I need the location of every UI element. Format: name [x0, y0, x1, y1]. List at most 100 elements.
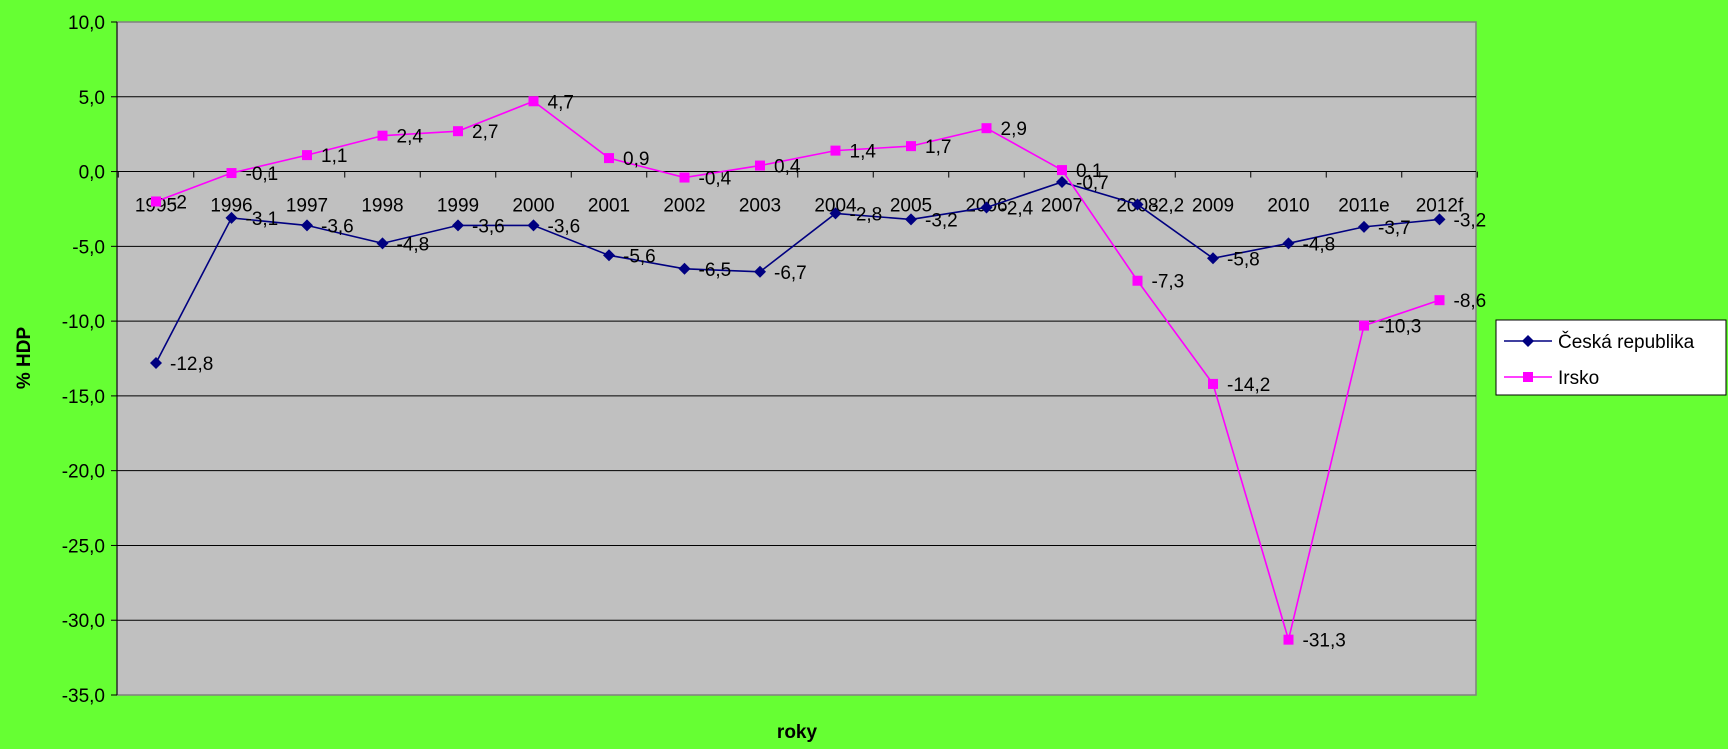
data-label: -3,7	[1378, 218, 1411, 239]
data-label: -0,1	[246, 164, 279, 185]
data-point	[1207, 252, 1219, 265]
data-point	[830, 145, 841, 156]
data-label: -5,6	[623, 246, 656, 267]
x-tick-label: 2011e	[1338, 196, 1389, 217]
data-label: -4,8	[1303, 234, 1336, 255]
data-labels-group: -12,8 -3,1 -3,6 -4,8 -3,6 -3,6 -5,6 -6,5 -6,7 -2,…	[170, 92, 1486, 651]
data-point	[981, 123, 992, 134]
data-label: -2	[170, 192, 187, 213]
x-tick-label: 1996	[210, 196, 252, 217]
data-label: -5,8	[1227, 249, 1260, 270]
y-axis: 10,0 5,0 0,0 -5,0 -10,0 -15,0 -20,0 -25,0 -30,0 -…	[62, 13, 118, 707]
x-tick-label: 2010	[1267, 196, 1309, 217]
data-point	[678, 262, 691, 275]
data-point	[301, 219, 313, 232]
y-tick-label: 10,0	[68, 13, 105, 34]
x-tick-label: 2005	[890, 196, 932, 217]
y-tick-label: -10,0	[62, 312, 105, 333]
data-label: 1,4	[850, 142, 877, 163]
data-label: 1,7	[925, 137, 951, 158]
data-label: -2,2	[1152, 195, 1185, 216]
data-point	[755, 160, 765, 171]
x-tick-label: 2001	[588, 196, 630, 217]
data-point	[1434, 295, 1445, 306]
data-label: 1,1	[321, 146, 347, 167]
data-label: 2,4	[397, 127, 424, 148]
y-tick-label: -25,0	[62, 536, 105, 557]
data-point	[679, 172, 690, 183]
data-label: -3,2	[1454, 210, 1487, 231]
x-tick-label: 2009	[1192, 196, 1234, 217]
x-tick-label: 2002	[663, 196, 705, 217]
data-point	[1131, 198, 1144, 211]
data-point	[377, 130, 388, 141]
x-tick-label: 2012f	[1416, 196, 1464, 217]
x-tick-label: 2004	[814, 196, 857, 217]
legend-marker	[1522, 335, 1534, 347]
data-label: -3,6	[548, 216, 581, 237]
y-tick-label: -15,0	[62, 387, 105, 408]
y-tick-label: 5,0	[79, 88, 105, 109]
series-group	[150, 96, 1446, 645]
y-tick-label: -5,0	[72, 237, 105, 258]
data-label: 2,9	[1001, 119, 1027, 140]
data-point	[1056, 176, 1068, 189]
legend: Česká republika Irsko	[1495, 319, 1727, 396]
y-tick-label: -20,0	[62, 462, 105, 483]
plot-area	[116, 21, 1477, 696]
data-label: -12,8	[170, 354, 213, 375]
y-tick-label: -30,0	[62, 611, 105, 632]
data-label: -31,3	[1303, 631, 1346, 652]
data-label: -2,8	[850, 204, 883, 225]
data-point	[829, 207, 842, 220]
data-label: 4,7	[548, 92, 574, 113]
series-line-1	[155, 181, 1440, 364]
data-point	[1358, 220, 1370, 233]
x-tick-label: 2003	[739, 196, 781, 217]
data-label: -0,4	[699, 169, 732, 190]
data-point	[225, 211, 238, 224]
data-label: -2,4	[1001, 198, 1034, 219]
data-point	[453, 126, 463, 137]
gridlines	[117, 96, 1476, 621]
y-tick-label: 0,0	[79, 163, 105, 184]
data-label: -4,8	[397, 234, 430, 255]
data-label: -14,2	[1227, 375, 1270, 396]
data-point	[150, 356, 162, 369]
data-point	[1282, 237, 1295, 250]
data-point	[1433, 213, 1446, 226]
legend-box	[1495, 319, 1727, 396]
legend-marker	[1523, 372, 1533, 382]
data-point	[1208, 378, 1218, 389]
x-tick-label: 1998	[361, 196, 403, 217]
x-tick-label: 2007	[1041, 196, 1083, 217]
x-tick-label: 1997	[286, 196, 328, 217]
data-point	[302, 150, 312, 161]
y-tick-label: -35,0	[62, 686, 105, 707]
series-line-2	[155, 100, 1440, 643]
y-axis-title: % HDP	[14, 327, 35, 390]
data-point	[527, 219, 540, 232]
x-axis-title: roky	[777, 722, 818, 743]
data-point	[980, 201, 993, 214]
data-point	[1132, 275, 1143, 286]
data-point	[1283, 634, 1294, 645]
data-point	[452, 219, 464, 232]
x-tick-label: 1999	[437, 196, 479, 217]
data-label: -0,7	[1076, 173, 1109, 194]
data-point	[905, 213, 917, 226]
data-point	[754, 265, 766, 278]
data-label: 2,7	[472, 122, 498, 143]
data-label: -7,3	[1152, 272, 1185, 293]
data-point	[151, 196, 161, 207]
data-label: 0,4	[774, 157, 801, 178]
data-label: -8,6	[1454, 291, 1487, 312]
data-point	[528, 96, 539, 107]
data-label: 0,9	[623, 149, 649, 170]
data-point	[906, 141, 916, 152]
x-tick-label: 2000	[512, 196, 554, 217]
data-point	[603, 249, 615, 262]
data-point	[1057, 165, 1067, 176]
data-label: -10,3	[1378, 317, 1421, 338]
